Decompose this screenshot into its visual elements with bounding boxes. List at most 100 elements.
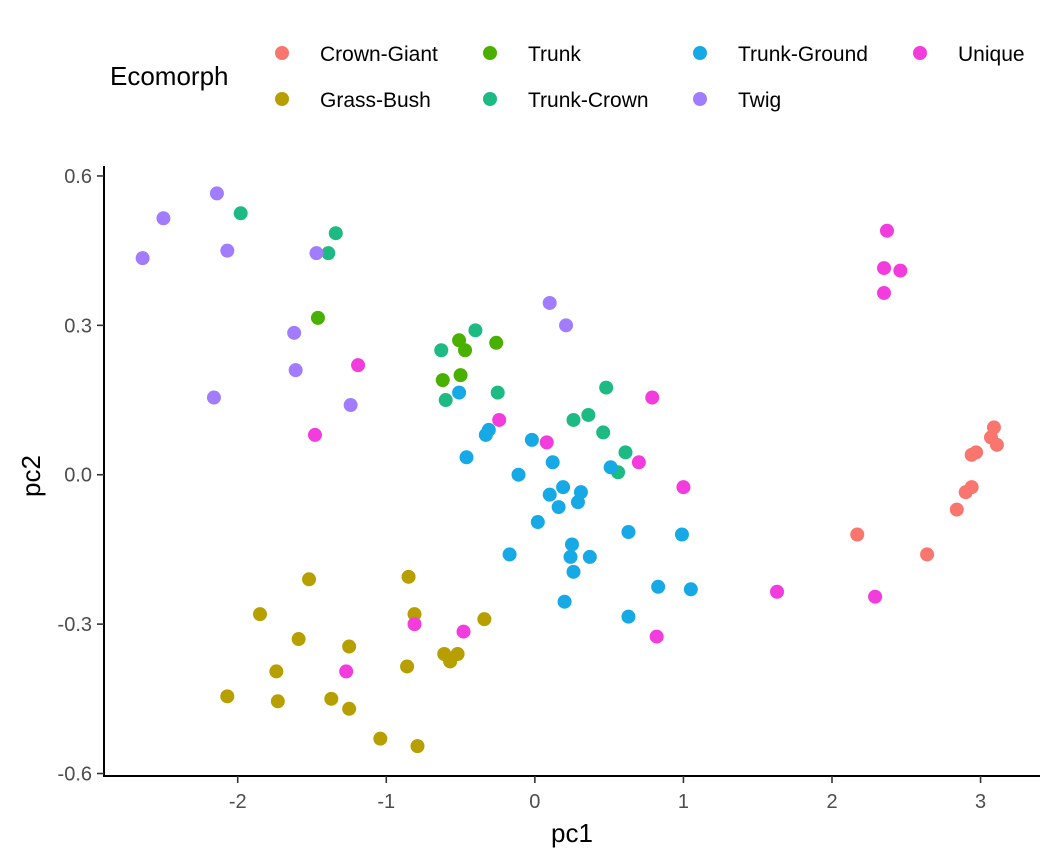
- data-point: [582, 549, 597, 564]
- data-point: [407, 607, 422, 622]
- data-point: [468, 323, 483, 338]
- legend-label: Unique: [958, 43, 1025, 66]
- x-tick-label: 3: [975, 791, 986, 813]
- data-point: [492, 412, 507, 427]
- data-point: [269, 664, 284, 679]
- legend-label: Crown-Giant: [320, 43, 438, 66]
- y-axis-ticks: 0.6 0.3 0.0 -0.3 -0.6: [58, 166, 104, 786]
- data-point: [603, 460, 618, 475]
- data-point: [524, 432, 539, 447]
- data-point: [456, 624, 471, 639]
- x-tick-label: 2: [826, 791, 837, 813]
- legend-label: Trunk: [528, 43, 581, 66]
- data-point: [542, 295, 557, 310]
- legend-key: [913, 46, 927, 60]
- data-point: [452, 385, 467, 400]
- data-point: [566, 412, 581, 427]
- data-point: [206, 390, 221, 405]
- data-point: [581, 407, 596, 422]
- legend-item: Trunk-Ground: [693, 43, 868, 66]
- legend-item: Trunk-Crown: [483, 89, 649, 112]
- legend-item: Unique: [913, 43, 1025, 66]
- y-tick-label: 0.3: [64, 315, 92, 337]
- data-point: [373, 731, 388, 746]
- data-point: [307, 427, 322, 442]
- legend-key: [483, 46, 497, 60]
- data-point: [557, 594, 572, 609]
- data-point: [434, 343, 449, 358]
- data-point: [481, 422, 496, 437]
- data-point: [253, 607, 267, 622]
- legend-key: [483, 92, 497, 106]
- legend-item: Crown-Giant: [275, 43, 438, 66]
- data-point: [407, 617, 422, 632]
- legend-items: Crown-Giant Grass-Bush Trunk Trunk-Crown Tru…: [275, 43, 1025, 112]
- legend: Ecomorph Crown-Giant Grass-Bush Trunk Trunk…: [110, 43, 1025, 112]
- y-tick-label: -0.3: [58, 614, 92, 636]
- data-point: [683, 582, 698, 597]
- data-point: [559, 318, 574, 333]
- data-point: [969, 445, 984, 460]
- data-point: [949, 502, 964, 517]
- y-axis-title: pc2: [16, 455, 46, 497]
- data-point: [596, 425, 611, 440]
- data-point: [438, 393, 453, 408]
- data-point: [287, 325, 302, 340]
- data-point: [542, 487, 557, 502]
- data-point: [618, 445, 633, 460]
- data-point: [502, 547, 517, 562]
- data-point: [645, 390, 660, 405]
- series-trunk-crown: [233, 206, 633, 480]
- data-point: [156, 211, 171, 226]
- data-point: [565, 537, 579, 552]
- data-point: [599, 380, 614, 395]
- data-point: [545, 455, 560, 470]
- data-point: [220, 689, 235, 704]
- legend-label: Trunk-Ground: [738, 43, 868, 66]
- legend-label: Trunk-Crown: [528, 89, 649, 112]
- data-point: [328, 226, 343, 241]
- data-point: [674, 527, 689, 542]
- data-point: [868, 589, 883, 604]
- data-point: [342, 701, 357, 716]
- data-point: [573, 485, 588, 500]
- x-tick-label: -2: [229, 791, 247, 813]
- data-point: [920, 547, 935, 562]
- data-point: [566, 564, 581, 579]
- data-point: [631, 455, 646, 470]
- data-point: [621, 609, 636, 624]
- data-point: [291, 632, 306, 647]
- data-point: [489, 335, 504, 350]
- data-point: [651, 579, 666, 594]
- legend-item: Trunk: [483, 43, 581, 66]
- y-tick-label: 0.6: [64, 166, 92, 188]
- series-twig: [135, 186, 574, 413]
- data-point: [342, 639, 357, 654]
- series-trunk-ground: [452, 385, 698, 624]
- data-point: [450, 647, 465, 661]
- data-point: [401, 569, 416, 584]
- data-point: [220, 243, 235, 258]
- legend-key: [693, 92, 707, 106]
- data-point: [410, 739, 425, 754]
- data-point: [310, 310, 325, 325]
- data-point: [676, 480, 691, 495]
- legend-item: Twig: [693, 89, 781, 112]
- data-point: [556, 480, 571, 495]
- x-tick-label: 0: [529, 791, 540, 813]
- points-layer: [135, 186, 1004, 754]
- legend-key: [693, 46, 707, 60]
- data-point: [986, 420, 1001, 435]
- data-point: [879, 223, 894, 238]
- data-point: [343, 398, 358, 413]
- y-tick-label: 0.0: [64, 465, 92, 487]
- y-tick-label: -0.6: [58, 764, 92, 786]
- legend-title: Ecomorph: [110, 61, 229, 91]
- data-point: [877, 285, 891, 300]
- data-point: [270, 694, 285, 709]
- data-point: [453, 368, 468, 383]
- legend-label: Grass-Bush: [320, 89, 431, 112]
- data-point: [339, 664, 354, 679]
- data-point: [233, 206, 248, 221]
- data-point: [435, 373, 450, 388]
